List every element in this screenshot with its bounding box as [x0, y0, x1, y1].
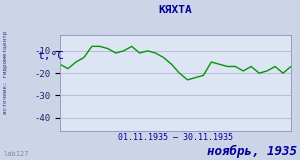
Text: t,°C: t,°C: [38, 51, 64, 61]
Text: 01.11.1935 – 30.11.1935: 01.11.1935 – 30.11.1935: [118, 133, 233, 142]
Text: ноябрь, 1935: ноябрь, 1935: [207, 145, 297, 158]
Text: КЯХТА: КЯХТА: [159, 5, 192, 15]
Text: источник: гидрометцентр: источник: гидрометцентр: [3, 30, 8, 114]
Text: lab127: lab127: [3, 151, 29, 157]
